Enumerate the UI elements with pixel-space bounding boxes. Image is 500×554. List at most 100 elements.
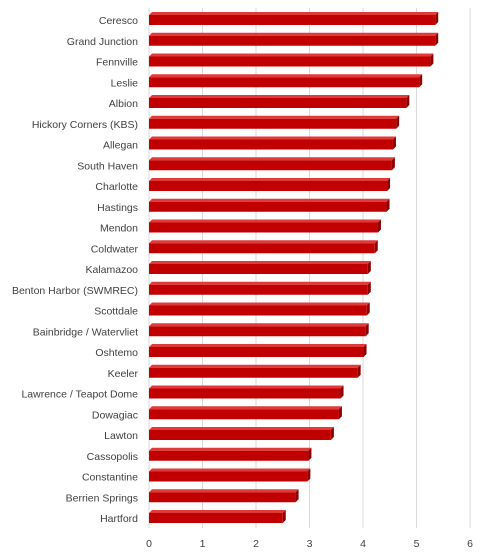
bar (149, 32, 439, 46)
category-label: Dowagiac (92, 409, 138, 421)
category-label: Hartford (100, 513, 138, 525)
x-axis-tick-labels: 0 1 2 3 4 5 6 (146, 538, 473, 550)
category-label: Charlotte (95, 181, 138, 193)
bar (149, 115, 400, 129)
bar-front-face (149, 305, 367, 316)
bar-top-face (149, 198, 390, 202)
bar (149, 74, 423, 88)
category-label: Leslie (111, 77, 139, 89)
bar (149, 510, 286, 523)
bar-front-face (149, 471, 308, 482)
bar-side-face (307, 468, 311, 482)
bar-front-face (149, 284, 368, 295)
bar (149, 53, 434, 67)
bar-top-face (149, 136, 396, 140)
bar-front-face (149, 326, 366, 337)
bar-front-face (149, 15, 436, 25)
bar-top-face (149, 385, 344, 389)
bar-side-face (392, 136, 396, 150)
bar (149, 95, 410, 108)
bar (149, 281, 371, 295)
bar-side-face (340, 385, 344, 399)
bar-side-face (338, 406, 342, 420)
category-label: Mendon (100, 223, 138, 235)
bar-top-face (149, 468, 311, 472)
bar-side-face (377, 219, 381, 233)
bar-side-face (374, 240, 378, 254)
bar-side-face (406, 95, 410, 108)
category-label: Albion (109, 98, 138, 110)
bar-top-face (149, 302, 370, 306)
bar-front-face (149, 98, 407, 108)
bar-front-face (149, 409, 339, 420)
bar-front-face (149, 222, 378, 233)
bar (149, 364, 361, 378)
bar-side-face (365, 323, 369, 337)
category-label: Ceresco (99, 15, 138, 27)
x-tick-label: 0 (146, 538, 152, 550)
category-label: Oshtemo (95, 347, 138, 359)
bar-front-face (149, 513, 283, 523)
bar-front-face (149, 77, 420, 88)
bar-top-face (149, 447, 312, 451)
bar-top-face (149, 115, 400, 119)
bar-top-face (149, 281, 371, 285)
bar-side-face (396, 115, 400, 129)
category-label: Lawton (104, 430, 138, 442)
x-tick-label: 5 (414, 538, 420, 550)
bar-front-face (149, 388, 341, 399)
category-label: Grand Junction (67, 36, 138, 48)
bar (149, 157, 395, 171)
bar-front-face (149, 118, 397, 129)
bar (149, 344, 367, 357)
bar (149, 302, 370, 316)
bar-top-face (149, 157, 395, 161)
bar-side-face (367, 281, 371, 295)
bar (149, 406, 342, 420)
bar-front-face (149, 450, 309, 461)
bar-side-face (282, 510, 286, 523)
x-tick-label: 2 (253, 538, 259, 550)
bar-side-face (330, 427, 334, 440)
x-tick-label: 3 (307, 538, 313, 550)
bar-top-face (149, 489, 299, 493)
bar (149, 219, 381, 233)
bar-side-face (386, 198, 390, 212)
category-label: Coldwater (91, 243, 139, 255)
bar-front-face (149, 367, 358, 378)
bar-front-face (149, 243, 375, 254)
bar-side-face (295, 489, 299, 503)
bar (149, 447, 312, 461)
bar-top-face (149, 74, 423, 78)
bars (149, 12, 439, 523)
bar-top-face (149, 95, 410, 98)
bar-top-face (149, 219, 381, 223)
bar-side-face (419, 74, 423, 88)
bar-top-face (149, 323, 369, 327)
bar-front-face (149, 347, 364, 357)
x-tick-label: 4 (360, 538, 366, 550)
bar-side-face (391, 157, 395, 171)
x-tick-label: 1 (200, 538, 206, 550)
bar-top-face (149, 178, 391, 181)
bar-top-face (149, 364, 361, 368)
bar (149, 178, 391, 191)
bar-side-face (367, 261, 371, 274)
bar-top-face (149, 406, 342, 410)
category-label: Hastings (97, 202, 138, 214)
bar-side-face (435, 12, 439, 25)
bar-side-face (387, 178, 391, 191)
bar-front-face (149, 35, 436, 46)
bar-top-face (149, 261, 371, 264)
category-label: Hickory Corners (KBS) (32, 119, 138, 131)
bar-front-face (149, 160, 392, 171)
bar (149, 323, 369, 337)
category-label: Lawrence / Teapot Dome (21, 389, 138, 401)
bar-top-face (149, 240, 378, 244)
bar-top-face (149, 53, 434, 57)
bar-side-face (363, 344, 367, 357)
bar (149, 468, 311, 482)
bar-top-face (149, 510, 286, 513)
category-label: Benton Harbor (SWMREC) (12, 285, 138, 297)
category-label: Cassopolis (87, 451, 138, 463)
